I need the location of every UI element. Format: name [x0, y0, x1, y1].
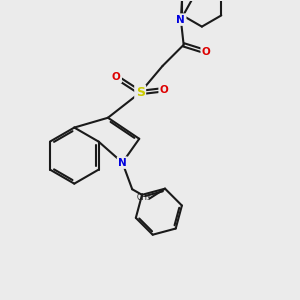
Text: O: O [112, 72, 121, 82]
Text: CH₃: CH₃ [136, 193, 151, 202]
Text: N: N [118, 158, 127, 168]
Text: S: S [136, 86, 145, 99]
Text: O: O [160, 85, 168, 95]
Text: O: O [202, 47, 211, 57]
Text: N: N [176, 15, 185, 25]
